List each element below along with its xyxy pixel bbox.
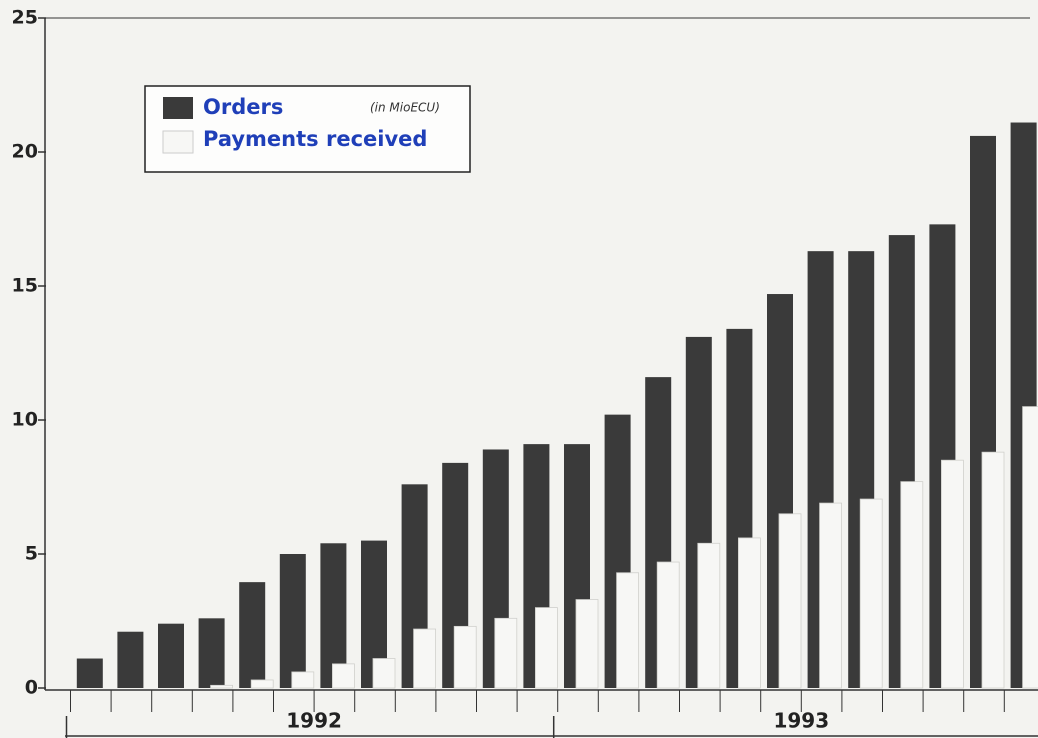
legend-label: Orders <box>203 95 283 119</box>
payments-bar <box>617 573 639 688</box>
y-tick-label: 10 <box>12 409 38 431</box>
orders-bar <box>117 632 143 688</box>
payments-bar <box>941 460 963 688</box>
orders-bar <box>77 659 103 688</box>
orders-bar <box>199 618 225 688</box>
payments-bar <box>332 664 354 688</box>
payments-bar <box>292 672 314 688</box>
orders-bar <box>158 624 184 688</box>
page: {"chart_data": {"type": "bar", "categori… <box>0 0 1038 738</box>
payments-bar <box>211 685 233 688</box>
payments-bar <box>698 543 720 688</box>
payments-bar <box>901 482 923 688</box>
legend-swatch <box>163 97 193 119</box>
y-tick-label: 25 <box>12 7 38 29</box>
chart: Orders (in MioECU) Payments received 0 5 1… <box>0 0 1038 738</box>
payments-bar <box>576 600 598 688</box>
y-tick-label: 15 <box>12 275 38 297</box>
payments-bar <box>535 608 557 688</box>
payments-bar <box>414 629 436 688</box>
payments-bar <box>982 452 1004 688</box>
payments-bar <box>1023 407 1038 688</box>
orders-bar <box>239 582 265 688</box>
legend-label: Payments received <box>203 127 427 151</box>
y-tick-label: 20 <box>12 141 38 163</box>
year-label: 1992 <box>286 709 342 733</box>
payments-bar <box>860 499 882 688</box>
payments-bar <box>657 562 679 688</box>
y-tick-label: 0 <box>25 677 38 699</box>
payments-bar <box>820 503 842 688</box>
payments-bar <box>454 626 476 688</box>
orders-bar <box>280 554 306 688</box>
payments-bar <box>495 618 517 688</box>
unit-note: (in MioECU) <box>370 101 440 115</box>
payments-bar <box>738 538 760 688</box>
payments-bar <box>779 514 801 688</box>
year-label: 1993 <box>773 709 829 733</box>
legend-swatch <box>163 131 193 153</box>
payments-bar <box>251 680 273 688</box>
payments-bar <box>373 659 395 688</box>
y-tick-label: 5 <box>25 543 38 565</box>
